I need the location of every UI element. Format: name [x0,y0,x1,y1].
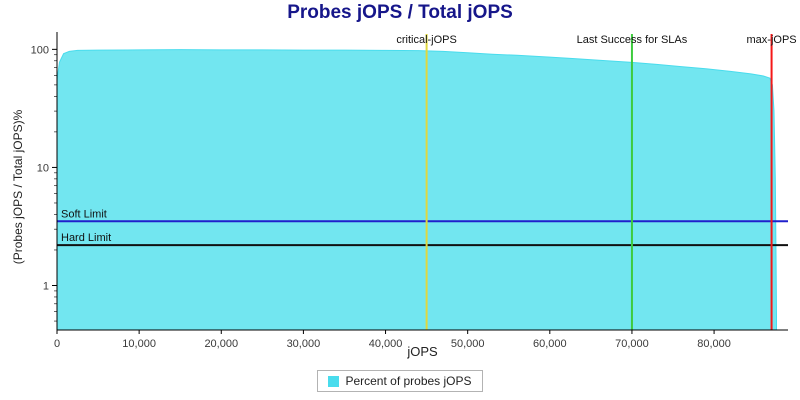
svg-text:Soft Limit: Soft Limit [61,208,107,220]
hline-hard-limit: Hard Limit [57,232,788,247]
legend: Percent of probes jOPS [0,370,800,392]
x-axis-ticks: 0 10,000 20,000 30,000 40,000 50,000 60,000 70,… [54,330,731,350]
svg-text:Last Success for SLAs: Last Success for SLAs [577,34,688,46]
svg-text:max-jOPS: max-jOPS [747,34,797,46]
svg-text:0: 0 [54,338,60,350]
svg-text:30,000: 30,000 [287,338,321,350]
legend-box: Percent of probes jOPS [317,370,483,392]
page-title: Probes jOPS / Total jOPS [287,2,513,23]
legend-label: Percent of probes jOPS [345,374,472,388]
svg-text:100: 100 [31,44,49,56]
svg-text:Hard Limit: Hard Limit [61,232,111,244]
svg-text:10: 10 [37,162,49,174]
legend-swatch [328,375,340,387]
hline-soft-limit: Soft Limit [57,208,788,223]
svg-text:70,000: 70,000 [615,338,649,350]
svg-text:10,000: 10,000 [122,338,156,350]
svg-text:80,000: 80,000 [697,338,731,350]
axes [56,32,788,331]
svg-text:60,000: 60,000 [533,338,567,350]
vline-max-jops: max-jOPS [747,34,797,330]
svg-text:1: 1 [43,281,49,293]
svg-text:50,000: 50,000 [451,338,485,350]
vline-critical-jops: critical-jOPS [396,34,457,330]
svg-text:20,000: 20,000 [204,338,238,350]
y-axis-ticks: 1 10 100 [31,44,57,322]
svg-text:critical-jOPS: critical-jOPS [396,34,457,46]
y-axis-label: (Probes jOPS / Total jOPS)% [11,109,25,265]
vline-last-success-for-slas: Last Success for SLAs [577,34,688,330]
x-axis-label: jOPS [407,344,438,359]
series-area-percent-of-probes-jops [56,49,777,331]
svg-text:40,000: 40,000 [369,338,403,350]
